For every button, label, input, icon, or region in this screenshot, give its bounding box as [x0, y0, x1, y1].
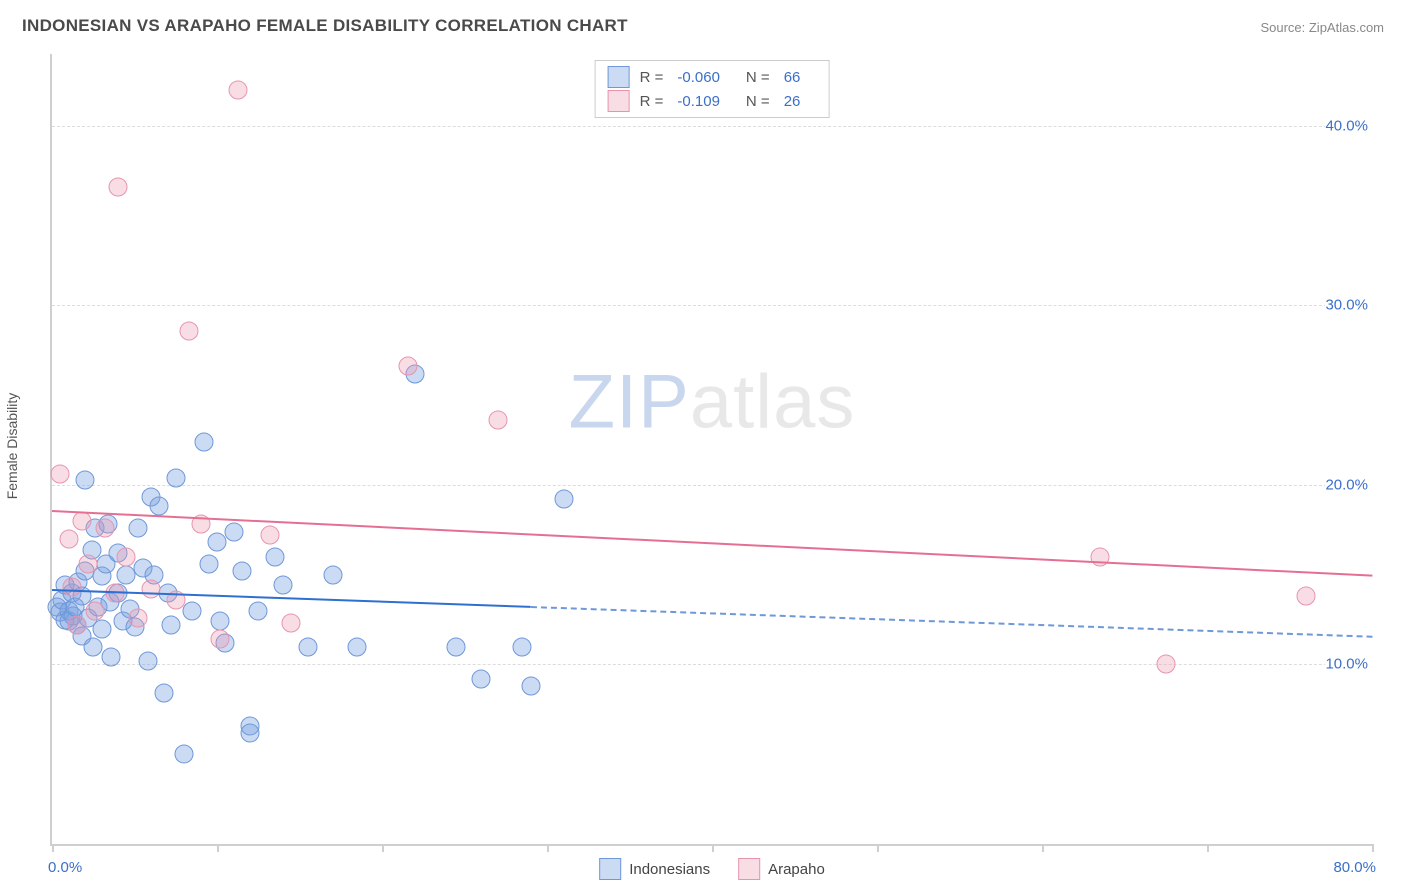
data-point [128, 608, 147, 627]
data-point [84, 637, 103, 656]
data-point [117, 547, 136, 566]
data-point [241, 723, 260, 742]
data-point [488, 411, 507, 430]
data-point [161, 615, 180, 634]
data-point [155, 684, 174, 703]
data-point [76, 470, 95, 489]
legend-label-indonesians: Indonesians [629, 861, 710, 878]
data-point [447, 637, 466, 656]
data-point [183, 601, 202, 620]
x-max-label: 80.0% [1333, 859, 1376, 876]
data-point [194, 432, 213, 451]
chart-title: INDONESIAN VS ARAPAHO FEMALE DISABILITY … [22, 16, 628, 36]
watermark-atlas: atlas [690, 359, 856, 444]
data-point [513, 637, 532, 656]
data-point [72, 511, 91, 530]
x-tick [877, 844, 879, 852]
data-point [199, 554, 218, 573]
data-point [211, 630, 230, 649]
data-point [521, 677, 540, 696]
series-legend: Indonesians Arapaho [599, 858, 825, 880]
y-axis-label: Female Disability [4, 393, 20, 500]
data-point [1156, 655, 1175, 674]
data-point [249, 601, 268, 620]
legend-row-arapaho: R = -0.109 N = 26 [608, 89, 817, 113]
data-point [59, 529, 78, 548]
data-point [348, 637, 367, 656]
watermark: ZIPatlas [569, 358, 856, 445]
data-point [265, 547, 284, 566]
x-tick [1042, 844, 1044, 852]
gridline [52, 485, 1372, 486]
swatch-indonesians [599, 858, 621, 880]
data-point [274, 576, 293, 595]
data-point [128, 519, 147, 538]
legend-label-arapaho: Arapaho [768, 861, 825, 878]
gridline [52, 305, 1372, 306]
swatch-indonesians [608, 66, 630, 88]
swatch-arapaho [738, 858, 760, 880]
data-point [554, 490, 573, 509]
data-point [92, 619, 111, 638]
data-point [229, 80, 248, 99]
data-point [175, 745, 194, 764]
data-point [179, 321, 198, 340]
x-tick [52, 844, 54, 852]
data-point [211, 612, 230, 631]
y-tick-label: 30.0% [1325, 297, 1374, 314]
r-label: R = [640, 69, 664, 86]
x-min-label: 0.0% [48, 859, 82, 876]
n-value-arapaho: 26 [784, 93, 801, 110]
correlation-legend: R = -0.060 N = 66 R = -0.109 N = 26 [595, 60, 830, 118]
data-point [95, 519, 114, 538]
data-point [298, 637, 317, 656]
data-point [260, 526, 279, 545]
plot-area: ZIPatlas R = -0.060 N = 66 R = -0.109 N … [50, 54, 1372, 846]
r-label: R = [640, 93, 664, 110]
x-tick [712, 844, 714, 852]
data-point [62, 578, 81, 597]
y-tick-label: 40.0% [1325, 117, 1374, 134]
data-point [79, 554, 98, 573]
trend-line [530, 606, 1372, 638]
data-point [282, 614, 301, 633]
data-point [51, 465, 70, 484]
x-tick [1207, 844, 1209, 852]
data-point [109, 177, 128, 196]
data-point [85, 601, 104, 620]
data-point [224, 522, 243, 541]
n-label: N = [746, 93, 770, 110]
data-point [67, 615, 86, 634]
x-tick [1372, 844, 1374, 852]
data-point [142, 580, 161, 599]
y-tick-label: 20.0% [1325, 476, 1374, 493]
data-point [166, 468, 185, 487]
data-point [102, 648, 121, 667]
watermark-zip: ZIP [569, 359, 690, 444]
swatch-arapaho [608, 90, 630, 112]
n-label: N = [746, 69, 770, 86]
legend-item-arapaho: Arapaho [738, 858, 825, 880]
x-tick [217, 844, 219, 852]
data-point [208, 533, 227, 552]
gridline [52, 126, 1372, 127]
x-tick [382, 844, 384, 852]
data-point [138, 651, 157, 670]
legend-item-indonesians: Indonesians [599, 858, 710, 880]
data-point [150, 497, 169, 516]
legend-row-indonesians: R = -0.060 N = 66 [608, 65, 817, 89]
source-attribution: Source: ZipAtlas.com [1260, 20, 1384, 35]
data-point [1297, 587, 1316, 606]
x-tick [547, 844, 549, 852]
data-point [232, 562, 251, 581]
r-value-arapaho: -0.109 [677, 93, 720, 110]
data-point [323, 565, 342, 584]
data-point [399, 357, 418, 376]
r-value-indonesians: -0.060 [677, 69, 720, 86]
y-tick-label: 10.0% [1325, 656, 1374, 673]
data-point [472, 669, 491, 688]
n-value-indonesians: 66 [784, 69, 801, 86]
